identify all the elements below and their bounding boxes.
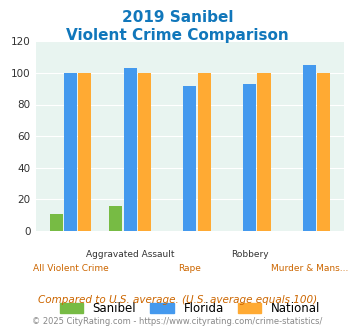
- Bar: [138, 73, 151, 231]
- Text: Violent Crime Comparison: Violent Crime Comparison: [66, 28, 289, 43]
- Bar: [198, 73, 211, 231]
- Bar: [243, 84, 256, 231]
- Text: Robbery: Robbery: [231, 250, 268, 259]
- Bar: [257, 73, 271, 231]
- Text: Murder & Mans...: Murder & Mans...: [271, 264, 348, 273]
- Bar: [317, 73, 330, 231]
- Text: © 2025 CityRating.com - https://www.cityrating.com/crime-statistics/: © 2025 CityRating.com - https://www.city…: [32, 317, 323, 326]
- Text: Compared to U.S. average. (U.S. average equals 100): Compared to U.S. average. (U.S. average …: [38, 295, 317, 305]
- Text: Aggravated Assault: Aggravated Assault: [86, 250, 174, 259]
- Text: 2019 Sanibel: 2019 Sanibel: [122, 10, 233, 25]
- Text: All Violent Crime: All Violent Crime: [33, 264, 108, 273]
- Bar: [109, 206, 122, 231]
- Bar: [64, 73, 77, 231]
- Bar: [78, 73, 91, 231]
- Bar: [303, 65, 316, 231]
- Legend: Sanibel, Florida, National: Sanibel, Florida, National: [55, 298, 325, 320]
- Bar: [183, 85, 197, 231]
- Bar: [50, 214, 63, 231]
- Bar: [124, 68, 137, 231]
- Text: Rape: Rape: [179, 264, 201, 273]
